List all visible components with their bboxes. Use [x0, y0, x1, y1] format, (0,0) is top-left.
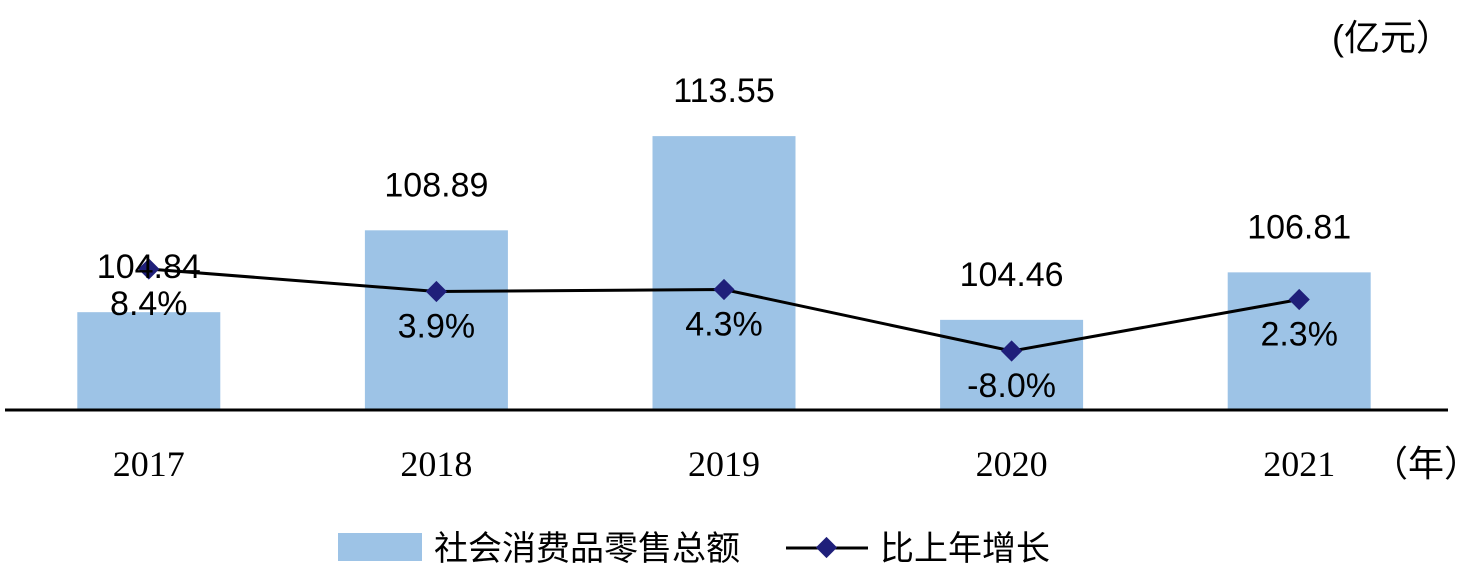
- growth-point-2020: [1000, 340, 1023, 362]
- x-tick-label-2018: 2018: [400, 444, 472, 484]
- legend-bar-label: 社会消费品零售总额: [434, 530, 740, 568]
- x-tick-label-2020: 2020: [976, 444, 1048, 484]
- bar-value-label-2021: 106.81: [1247, 208, 1351, 246]
- bars-layer: [77, 136, 1371, 411]
- bar-2020: [940, 319, 1084, 410]
- y-unit-label: (亿元）: [1332, 17, 1452, 58]
- bar-value-label-2020: 104.46: [960, 256, 1064, 294]
- growth-label-2019: 4.3%: [685, 306, 763, 344]
- growth-label-2017: 8.4%: [110, 285, 188, 323]
- legend-bar-swatch: [338, 533, 422, 561]
- legend: 社会消费品零售总额 比上年增长: [338, 530, 1050, 568]
- x-tick-label-2021: 2021: [1263, 444, 1335, 484]
- growth-label-2021: 2.3%: [1260, 316, 1338, 354]
- growth-point-2019: [713, 278, 735, 301]
- x-unit-label: （年）: [1372, 443, 1463, 484]
- bar-2017: [77, 312, 221, 410]
- bar-value-label-2017: 104.84: [97, 248, 201, 286]
- x-tick-label-2019: 2019: [688, 444, 760, 484]
- bar-2018: [364, 230, 508, 410]
- legend-line-marker: [815, 536, 838, 559]
- legend-line-label: 比上年增长: [880, 530, 1050, 568]
- bar-2019: [652, 136, 796, 411]
- bar-value-label-2019: 113.55: [673, 72, 774, 110]
- labels-layer: 104.84 2017 108.89 2018 113.55 2019 104.46 2020…: [97, 72, 1351, 484]
- x-tick-label-2017: 2017: [113, 444, 185, 484]
- growth-label-2018: 3.9%: [398, 308, 476, 346]
- bar-value-label-2018: 108.89: [384, 166, 488, 204]
- growth-label-2020: -8.0%: [967, 367, 1056, 405]
